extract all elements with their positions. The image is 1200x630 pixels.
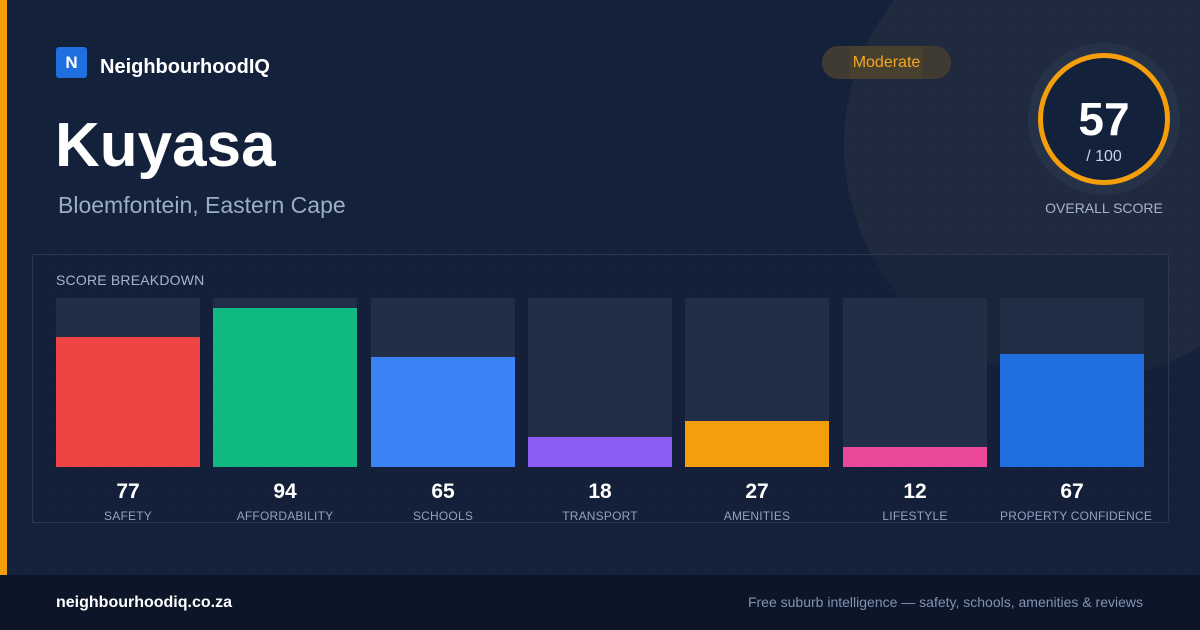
- bar-label: SAFETY: [104, 509, 152, 523]
- score-bar-property-confidence: 67 PROPERTY CONFIDENCE: [1000, 298, 1153, 523]
- footer: neighbourhoodiq.co.za Free suburb intell…: [0, 575, 1200, 630]
- score-bar-amenities: 27 AMENITIES: [685, 298, 829, 523]
- brand: N NeighbourhoodIQ: [56, 46, 270, 79]
- score-breakdown-panel: SCORE BREAKDOWN 77 SAFETY 94 AFFORDABILITY 6…: [32, 254, 1169, 523]
- bar-track: [371, 298, 515, 467]
- overall-score-max: / 100: [1086, 148, 1122, 165]
- bar-value: 12: [903, 480, 927, 503]
- rating-badge-label: Moderate: [852, 54, 921, 71]
- bar-label: SCHOOLS: [412, 509, 474, 523]
- bar-value: 94: [273, 480, 297, 503]
- hero-card: N NeighbourhoodIQ Kuyasa Bloemfontein, E…: [0, 0, 1200, 575]
- bar-fill: [1000, 354, 1144, 467]
- score-breakdown-title: SCORE BREAKDOWN: [56, 272, 205, 288]
- rating-badge: Moderate: [822, 46, 951, 79]
- bar-track: [1000, 298, 1144, 467]
- score-bar-affordability: 94 AFFORDABILITY: [213, 298, 357, 523]
- bar-fill: [843, 447, 987, 467]
- bar-fill: [56, 337, 200, 467]
- brand-logo-icon: N: [56, 47, 87, 78]
- bar-track: [213, 298, 357, 467]
- bar-value: 77: [116, 480, 140, 503]
- bar-value: 18: [588, 480, 612, 503]
- bar-label: AFFORDABILITY: [236, 509, 334, 523]
- bar-fill: [685, 421, 829, 467]
- bar-track: [843, 298, 987, 467]
- bar-fill: [528, 437, 672, 467]
- brand-name: NeighbourhoodIQ: [100, 56, 270, 78]
- score-ring: 57 / 100: [1038, 53, 1170, 185]
- bar-label: PROPERTY CONFIDENCE: [1000, 509, 1153, 523]
- bar-value: 65: [431, 480, 455, 503]
- score-bar-schools: 65 SCHOOLS: [371, 298, 515, 523]
- overall-score-value: 57: [1078, 93, 1130, 145]
- overall-score-label: OVERALL SCORE: [1045, 200, 1163, 216]
- accent-bar: [0, 0, 7, 575]
- score-bar-safety: 77 SAFETY: [56, 298, 200, 523]
- footer-domain: neighbourhoodiq.co.za: [56, 594, 232, 611]
- suburb-location: Bloemfontein, Eastern Cape: [58, 192, 346, 218]
- bar-label: LIFESTYLE: [882, 509, 948, 523]
- bar-fill: [213, 308, 357, 467]
- score-bar-lifestyle: 12 LIFESTYLE: [843, 298, 987, 523]
- suburb-name: Kuyasa: [55, 111, 276, 180]
- bar-value: 27: [745, 480, 769, 503]
- bar-fill: [371, 357, 515, 467]
- overall-score-ring: 57 / 100: [1028, 43, 1180, 195]
- footer-tagline: Free suburb intelligence — safety, schoo…: [747, 594, 1143, 610]
- bar-track: [685, 298, 829, 467]
- bar-track: [56, 298, 200, 467]
- bar-track: [528, 298, 672, 467]
- bar-label: AMENITIES: [723, 509, 791, 523]
- score-bar-transport: 18 TRANSPORT: [528, 298, 672, 523]
- bar-value: 67: [1060, 480, 1084, 503]
- bar-label: TRANSPORT: [562, 509, 638, 523]
